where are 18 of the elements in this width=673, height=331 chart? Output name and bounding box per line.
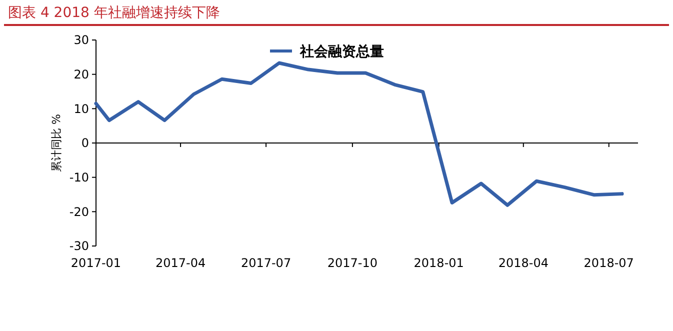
y-tick-label: 20 xyxy=(74,68,89,82)
y-axis-title: 累计同比 % xyxy=(50,114,63,172)
x-tick-label: 2018-01 xyxy=(414,256,464,270)
x-tick-label: 2017-01 xyxy=(70,256,122,270)
chart-title: 图表 4 2018 年社融增速持续下降 xyxy=(8,5,220,21)
y-tick-label: -30 xyxy=(69,239,89,254)
y-tick-label: 10 xyxy=(74,102,89,116)
y-tick-label: 0 xyxy=(81,136,89,150)
line-series xyxy=(94,61,624,207)
x-tick-label: 2018-07 xyxy=(584,256,634,270)
y-tick-label: 30 xyxy=(74,33,89,48)
x-tick-label: 2018-04 xyxy=(498,256,548,270)
y-tick-label: -20 xyxy=(69,204,89,219)
x-tick-label: 2017-07 xyxy=(240,256,292,270)
legend-label: 社会融资总量 xyxy=(299,44,384,60)
x-tick-label: 2017-10 xyxy=(327,256,378,270)
x-tick-label: 2017-04 xyxy=(155,256,206,270)
y-tick-label: -10 xyxy=(69,170,89,185)
